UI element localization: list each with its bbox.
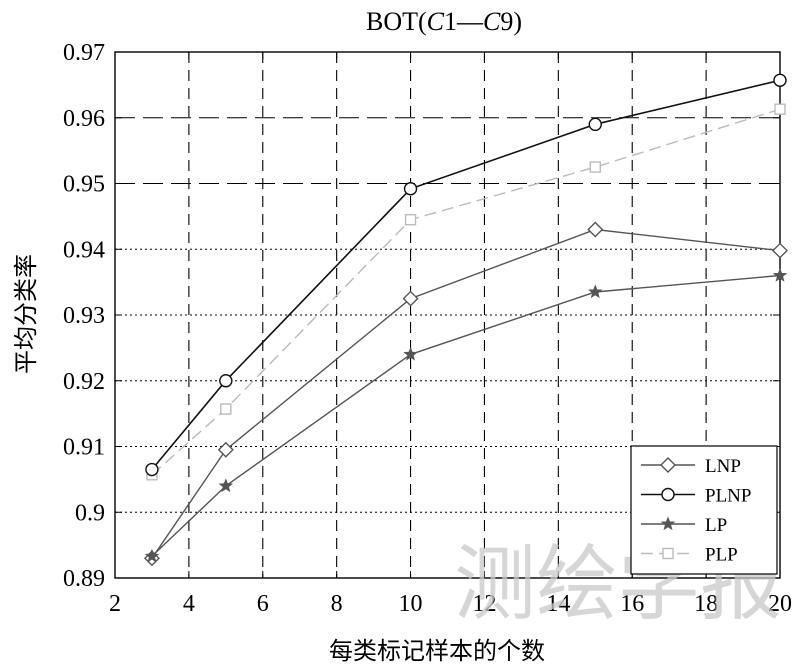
x-tick-label: 4 — [183, 591, 195, 617]
ticks: 2 4 6 8 10 12 14 16 18 20 0.89 0.9 0.91 0.92 0.93 0.94 0… — [63, 40, 792, 617]
data-point-lnp — [217, 441, 234, 458]
x-tick-label: 16 — [620, 591, 644, 617]
x-tick-label: 20 — [768, 591, 792, 617]
data-point-lp — [772, 267, 788, 282]
x-tick-label: 8 — [331, 591, 343, 617]
series-plnp — [145, 73, 787, 477]
y-tick-label: 0.9 — [75, 500, 105, 526]
x-axis-title: 每类标记样本的个数 — [329, 637, 545, 665]
data-point-lnp — [772, 242, 788, 259]
y-axis-title: 平均分类率 — [12, 254, 40, 374]
legend-marker-lp — [660, 516, 676, 531]
x-tick-label: 18 — [694, 591, 718, 617]
data-point-plp — [589, 161, 601, 173]
data-point-plp — [774, 103, 786, 115]
legend-label-plnp: PLNP — [705, 486, 751, 507]
data-point-lnp — [587, 221, 604, 238]
data-point-plnp — [773, 73, 787, 87]
data-point-plnp — [145, 462, 159, 477]
x-tick-label: 2 — [109, 591, 121, 617]
data-point-lp — [218, 478, 234, 493]
series — [143, 73, 788, 567]
legend-label-plp: PLP — [705, 545, 738, 566]
data-point-plnp — [588, 117, 602, 132]
series-lp — [144, 267, 788, 563]
legend-label-lnp: LNP — [705, 456, 741, 477]
data-point-lnp — [402, 290, 419, 307]
y-tick-label: 0.92 — [63, 369, 105, 395]
series-plp — [146, 103, 786, 481]
chart-title: BOT(C1—C9) — [366, 7, 522, 36]
legend-label-lp: LP — [705, 515, 727, 536]
data-point-plp — [220, 403, 232, 415]
y-tick-label: 0.91 — [63, 435, 105, 461]
y-tick-label: 0.94 — [63, 237, 105, 263]
data-point-lp — [588, 284, 603, 299]
y-tick-label: 0.96 — [63, 106, 105, 132]
x-tick-label: 6 — [257, 591, 269, 617]
x-tick-label: 10 — [399, 591, 423, 617]
legend: LNP PLNP LP PLP — [630, 445, 778, 575]
y-tick-label: 0.89 — [63, 566, 105, 592]
y-tick-label: 0.97 — [63, 40, 105, 66]
data-point-plnp — [219, 374, 233, 388]
data-point-lp — [403, 346, 418, 361]
series-line-plp — [151, 108, 781, 476]
legend-marker-plp — [662, 547, 674, 560]
legend-marker-plnp — [661, 487, 675, 502]
data-point-plnp — [403, 182, 418, 196]
y-tick-label: 0.93 — [63, 303, 105, 329]
y-tick-label: 0.95 — [63, 172, 105, 198]
legend-marker-lnp — [660, 457, 676, 473]
legend-box — [630, 445, 778, 575]
x-tick-label: 12 — [472, 591, 496, 617]
data-point-lp — [144, 548, 160, 563]
x-tick-label: 14 — [546, 591, 570, 617]
data-point-plp — [404, 213, 417, 226]
